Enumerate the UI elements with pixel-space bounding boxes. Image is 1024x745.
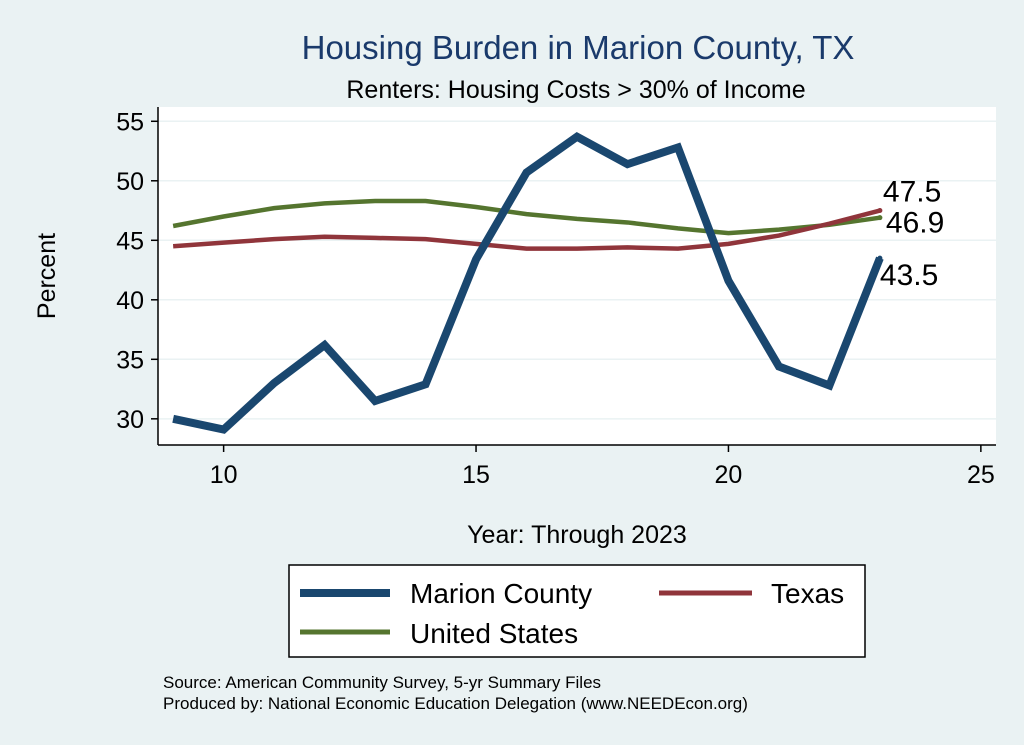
legend-label-marion-county: Marion County — [410, 578, 592, 609]
y-tick-label: 30 — [116, 406, 144, 434]
x-tick-label: 25 — [967, 461, 995, 489]
x-tick-label: 15 — [462, 461, 490, 489]
y-tick-label: 35 — [116, 346, 144, 374]
x-axis-label: Year: Through 2023 — [467, 521, 687, 549]
end-labels: 43.5 47.546.9 — [880, 176, 944, 293]
y-tick-label: 40 — [116, 287, 144, 315]
end-label-texas: 47.5 — [883, 176, 941, 209]
chart-title: Housing Burden in Marion County, TX — [302, 29, 855, 66]
y-tick-label: 45 — [116, 227, 144, 255]
series-end-point-texas — [877, 208, 883, 214]
y-tick-label: 55 — [116, 108, 144, 136]
series-line-marion-county — [172, 132, 884, 434]
producer-note: Produced by: National Economic Education… — [163, 694, 748, 713]
y-tick-label: 50 — [116, 168, 144, 196]
series-layer — [172, 132, 884, 434]
series-line-united-states — [172, 198, 881, 236]
grid-lines — [158, 120, 996, 420]
x-axis-ticks: 10 15 20 25 — [210, 445, 995, 489]
legend-label-united-states: United States — [410, 618, 578, 649]
source-note: Source: American Community Survey, 5-yr … — [163, 673, 601, 692]
chart-subtitle: Renters: Housing Costs > 30% of Income — [346, 76, 805, 104]
plot-area — [158, 107, 996, 445]
series-line-texas — [172, 208, 881, 251]
legend-label-texas: Texas — [771, 578, 844, 609]
end-label-united-states: 46.9 — [886, 207, 944, 240]
x-tick-label: 20 — [715, 461, 743, 489]
y-axis-label: Percent — [33, 233, 61, 319]
x-tick-label: 10 — [210, 461, 238, 489]
end-label-marion-county: 43.5 — [880, 259, 938, 292]
y-axis-ticks: 30 35 40 45 50 55 — [116, 108, 158, 434]
series-end-point-marion-county — [877, 255, 883, 261]
legend-box — [288, 564, 866, 658]
legend: Marion County Texas United States — [288, 564, 866, 658]
series-end-point-united-states — [877, 215, 883, 221]
